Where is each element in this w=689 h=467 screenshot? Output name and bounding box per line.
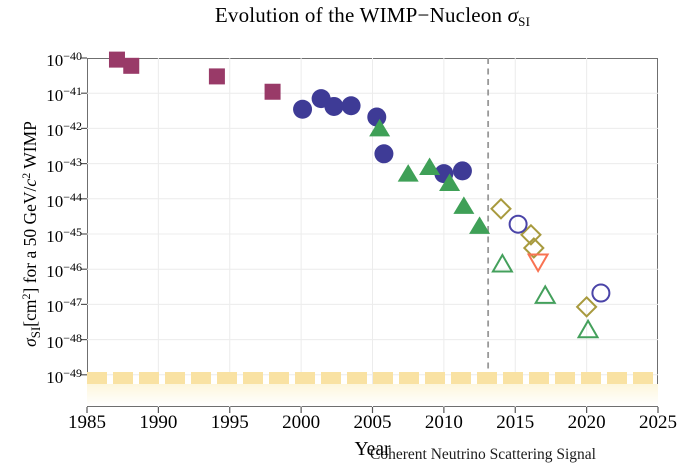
data-point-filled-triangles [369,118,391,137]
neutrino-band-label: Coherent Neutrino Scattering Signal [370,446,596,463]
y-tick-label: 10−43 [46,154,82,176]
data-point-filled-circles [367,107,387,127]
neutrino-band-dash [399,372,419,384]
data-point-filled-triangles [419,157,441,176]
neutrino-band-dash [139,372,159,384]
y-tick-label: 10−45 [46,225,82,246]
data-point-open-triangles-up [491,253,514,273]
y-tick-label: 10−41 [46,84,82,106]
data-point-filled-circles [324,96,344,116]
x-tick-label: 2025 [639,412,677,433]
data-point-filled-triangles [397,164,419,182]
x-tick-label: 1995 [210,412,249,433]
neutrino-band-dash [633,372,653,384]
y-tick-label: 10−48 [46,330,82,352]
neutrino-band-dash [425,372,445,384]
data-point-filled-squares [108,51,125,68]
data-point-filled-circles [293,99,313,119]
neutrino-band-dash [555,372,575,384]
neutrino-band-dash [217,372,237,384]
neutrino-band-dash [87,372,107,384]
data-point-filled-circles [452,161,472,181]
plot-canvas [81,51,659,413]
y-tick-label: 10−42 [46,119,82,141]
neutrino-band-fade [87,384,658,406]
data-point-open-triangle-down [526,253,550,274]
plot-area: Coherent Neutrino Scattering Signal [81,51,659,463]
y-tick-label: 10−49 [46,365,82,387]
data-point-open-diamonds [522,237,545,259]
neutrino-band-dash [503,372,523,384]
x-tick-label: 1985 [68,412,106,433]
x-tick-label: 2015 [496,412,535,433]
data-point-filled-squares [264,83,281,100]
y-tick-label: 10−44 [46,189,82,211]
neutrino-band-dash [477,372,497,384]
neutrino-band-dash [191,372,211,384]
x-tick-label: 2000 [282,412,321,433]
x-tick-label: 2020 [567,412,606,433]
neutrino-band-dash [373,372,393,384]
neutrino-band-dash [347,372,367,384]
data-point-filled-squares [123,57,140,74]
y-tick-label: 10−47 [46,295,82,317]
data-point-filled-triangles [469,216,491,234]
data-point-open-triangles-up [576,318,600,339]
data-point-filled-squares [208,68,225,85]
x-tick-label: 1990 [139,412,178,433]
neutrino-band-dash [529,372,549,384]
x-tick-label: 2005 [353,412,392,433]
data-point-filled-circles [341,96,361,116]
neutrino-band-dash [581,372,601,384]
x-tick-label: 2010 [424,412,463,433]
neutrino-band-dash [243,372,263,384]
data-point-open-circles [508,214,528,234]
neutrino-band-dash [607,372,627,384]
data-point-filled-triangles [453,196,475,214]
data-point-filled-triangles [439,173,461,192]
neutrino-band-dash [165,372,185,384]
data-point-open-diamonds [575,295,598,318]
neutrino-band-dash [295,372,315,384]
neutrino-band-dash [451,372,471,384]
data-point-open-circles [591,283,611,303]
data-point-filled-circles [374,144,394,164]
chart-title: Evolution of the WIMP−Nucleon σSI [214,3,531,29]
neutrino-band-dash [321,372,341,384]
y-tick-label: 10−46 [46,260,82,282]
data-point-open-diamonds [520,223,542,246]
data-point-open-triangles-up [533,284,557,304]
neutrino-band-dash [269,372,289,384]
data-point-open-diamonds [490,197,512,220]
y-tick-label: 10−40 [46,49,82,70]
x-axis-label: Year [354,439,391,460]
neutrino-band-dash [113,372,133,384]
